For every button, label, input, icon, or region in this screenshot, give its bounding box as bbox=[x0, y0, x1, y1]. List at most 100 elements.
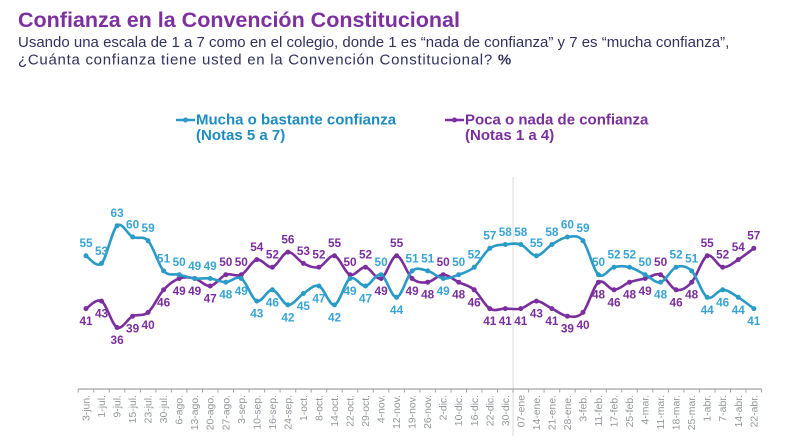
svg-text:28-ene.: 28-ene. bbox=[563, 395, 574, 430]
svg-text:57: 57 bbox=[747, 229, 761, 243]
svg-text:46: 46 bbox=[468, 295, 482, 309]
svg-text:41: 41 bbox=[747, 314, 761, 328]
svg-text:58: 58 bbox=[514, 225, 528, 239]
svg-text:Usando una escala de 1 a 7 com: Usando una escala de 1 a 7 como en el co… bbox=[18, 34, 729, 51]
svg-text:36: 36 bbox=[111, 333, 125, 347]
svg-text:59: 59 bbox=[142, 221, 156, 235]
svg-text:(Notas 5 a 7): (Notas 5 a 7) bbox=[196, 127, 285, 144]
svg-text:57: 57 bbox=[483, 229, 497, 243]
svg-text:54: 54 bbox=[250, 240, 264, 254]
svg-text:55: 55 bbox=[390, 236, 404, 250]
svg-text:60: 60 bbox=[561, 217, 575, 231]
svg-text:3-jun.: 3-jun. bbox=[82, 395, 93, 421]
svg-text:30-dic.: 30-dic. bbox=[501, 395, 512, 426]
svg-text:7-abr.: 7-abr. bbox=[718, 395, 729, 422]
svg-text:30-jul.: 30-jul. bbox=[159, 395, 170, 423]
svg-text:39: 39 bbox=[126, 322, 140, 336]
svg-text:22-abr.: 22-abr. bbox=[749, 395, 760, 427]
svg-text:47: 47 bbox=[204, 292, 218, 306]
svg-text:41: 41 bbox=[545, 314, 559, 328]
svg-text:6-ago.: 6-ago. bbox=[175, 395, 186, 424]
svg-text:53: 53 bbox=[95, 244, 109, 258]
svg-text:3-sep.: 3-sep. bbox=[237, 395, 248, 424]
svg-text:47: 47 bbox=[312, 292, 326, 306]
svg-text:07-ene: 07-ene bbox=[516, 395, 527, 428]
svg-text:50: 50 bbox=[654, 255, 668, 269]
svg-text:50: 50 bbox=[173, 255, 187, 269]
svg-text:49: 49 bbox=[343, 284, 357, 298]
svg-text:50: 50 bbox=[235, 255, 249, 269]
svg-text:49: 49 bbox=[375, 284, 389, 298]
svg-text:42: 42 bbox=[281, 310, 295, 324]
svg-text:55: 55 bbox=[79, 236, 93, 250]
svg-text:49: 49 bbox=[406, 284, 420, 298]
svg-text:13-ago.: 13-ago. bbox=[190, 395, 201, 430]
svg-text:41: 41 bbox=[499, 314, 513, 328]
svg-text:55: 55 bbox=[701, 236, 715, 250]
svg-text:17-feb.: 17-feb. bbox=[610, 395, 621, 427]
svg-text:49: 49 bbox=[639, 284, 653, 298]
svg-text:52: 52 bbox=[266, 248, 280, 262]
svg-text:21-ene.: 21-ene. bbox=[547, 395, 558, 430]
svg-text:52: 52 bbox=[716, 248, 730, 262]
svg-text:25-mar.: 25-mar. bbox=[687, 395, 698, 430]
svg-text:44: 44 bbox=[390, 303, 404, 317]
svg-text:8-oct.: 8-oct. bbox=[314, 395, 325, 421]
svg-text:52: 52 bbox=[468, 248, 482, 262]
svg-text:53: 53 bbox=[297, 244, 311, 258]
svg-text:25-feb.: 25-feb. bbox=[625, 395, 636, 427]
svg-text:49: 49 bbox=[437, 284, 451, 298]
svg-text:58: 58 bbox=[499, 225, 513, 239]
svg-text:46: 46 bbox=[716, 295, 730, 309]
svg-text:48: 48 bbox=[685, 288, 699, 302]
svg-text:54: 54 bbox=[732, 240, 746, 254]
svg-text:41: 41 bbox=[514, 314, 528, 328]
svg-text:50: 50 bbox=[639, 255, 653, 269]
svg-text:49: 49 bbox=[173, 284, 187, 298]
svg-text:23-jul.: 23-jul. bbox=[144, 395, 155, 423]
svg-text:44: 44 bbox=[732, 303, 746, 317]
svg-text:11-feb.: 11-feb. bbox=[594, 395, 605, 427]
svg-text:40: 40 bbox=[576, 318, 590, 332]
svg-text:22-oct.: 22-oct. bbox=[346, 395, 357, 427]
svg-text:48: 48 bbox=[452, 288, 466, 302]
svg-text:4-mar.: 4-mar. bbox=[641, 395, 652, 424]
svg-text:44: 44 bbox=[701, 303, 715, 317]
svg-text:10-dic.: 10-dic. bbox=[454, 395, 465, 426]
svg-text:1-jul.: 1-jul. bbox=[97, 395, 108, 418]
svg-text:59: 59 bbox=[576, 221, 590, 235]
svg-text:Poca o nada de confianza: Poca o nada de confianza bbox=[465, 112, 649, 129]
svg-text:48: 48 bbox=[219, 288, 233, 302]
svg-text:50: 50 bbox=[592, 255, 606, 269]
svg-text:16-sep.: 16-sep. bbox=[268, 395, 279, 430]
svg-text:49: 49 bbox=[204, 259, 218, 273]
svg-text:43: 43 bbox=[250, 307, 264, 321]
svg-text:2-dic.: 2-dic. bbox=[439, 395, 450, 420]
svg-text:52: 52 bbox=[670, 248, 684, 262]
svg-text:56: 56 bbox=[281, 233, 295, 247]
svg-text:51: 51 bbox=[157, 251, 171, 265]
svg-text:27-ago.: 27-ago. bbox=[221, 395, 232, 430]
svg-text:52: 52 bbox=[312, 248, 326, 262]
svg-text:52: 52 bbox=[607, 248, 621, 262]
svg-text:48: 48 bbox=[654, 288, 668, 302]
svg-text:24-sep.: 24-sep. bbox=[283, 395, 294, 430]
svg-text:52: 52 bbox=[623, 248, 637, 262]
svg-text:50: 50 bbox=[219, 255, 233, 269]
svg-text:48: 48 bbox=[592, 288, 606, 302]
svg-text:40: 40 bbox=[142, 318, 156, 332]
svg-text:60: 60 bbox=[126, 217, 140, 231]
svg-text:49: 49 bbox=[188, 284, 202, 298]
svg-text:50: 50 bbox=[452, 255, 466, 269]
svg-text:¿Cuánta confianza tiene usted: ¿Cuánta confianza tiene usted en la Conv… bbox=[18, 52, 512, 69]
svg-text:(Notas 1 a 4): (Notas 1 a 4) bbox=[465, 127, 554, 144]
svg-text:19-nov.: 19-nov. bbox=[408, 395, 419, 429]
svg-text:10-sep.: 10-sep. bbox=[252, 395, 263, 430]
svg-text:22-dic.: 22-dic. bbox=[485, 395, 496, 426]
svg-text:18-mar.: 18-mar. bbox=[672, 395, 683, 430]
svg-text:42: 42 bbox=[328, 310, 342, 324]
svg-text:55: 55 bbox=[328, 236, 342, 250]
svg-text:52: 52 bbox=[359, 248, 373, 262]
svg-text:26-nov.: 26-nov. bbox=[423, 395, 434, 429]
svg-text:41: 41 bbox=[483, 314, 497, 328]
